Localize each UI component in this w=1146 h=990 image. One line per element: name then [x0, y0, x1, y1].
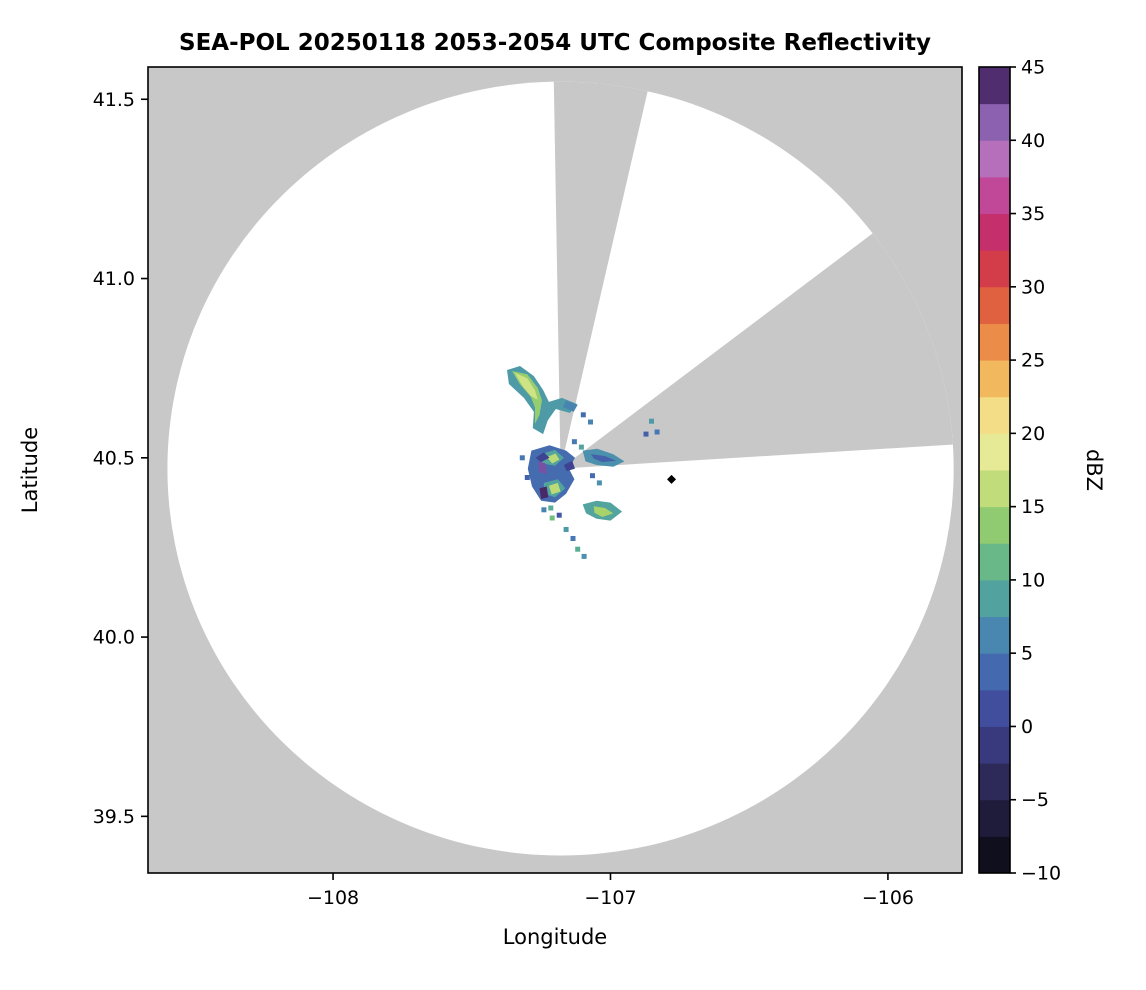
colorbar-tick-label: −5: [1021, 789, 1049, 811]
colorbar-segment: [979, 103, 1010, 141]
y-tick-label: 39.5: [93, 806, 135, 828]
echo-cell: [588, 419, 593, 425]
colorbar-segment: [979, 396, 1010, 434]
colorbar-segment: [979, 799, 1010, 837]
echo-cell: [654, 429, 660, 435]
colorbar-segment: [979, 469, 1010, 508]
colorbar-tick-label: −10: [1021, 863, 1061, 885]
x-tick-label: −106: [862, 887, 914, 909]
colorbar-tick-label: 0: [1021, 716, 1033, 738]
colorbar-tick-label: 5: [1021, 643, 1033, 665]
colorbar-segment: [979, 359, 1010, 398]
echo-cell: [556, 512, 562, 518]
colorbar-tick-label: 20: [1021, 423, 1045, 445]
echo-cell: [578, 444, 584, 450]
echo-cell: [596, 480, 602, 486]
echo-region: [546, 453, 560, 464]
x-tick-label: −107: [584, 887, 636, 909]
echo-cell: [643, 431, 649, 437]
y-tick-label: 41.0: [93, 268, 135, 290]
echo-region: [562, 400, 578, 412]
colorbar-segment: [979, 835, 1010, 874]
blocked-sector: [560, 107, 954, 469]
echo-region: [539, 486, 549, 499]
echo-cell: [563, 527, 569, 532]
echo-region: [593, 506, 614, 517]
blocked-sector: [550, 81, 696, 469]
colorbar-label: dBZ: [1082, 448, 1106, 492]
colorbar-segment: [979, 542, 1010, 581]
echo-cell: [541, 507, 547, 513]
echo-cell: [590, 473, 595, 479]
echo-region: [538, 461, 547, 474]
echo-cell: [649, 418, 654, 424]
colorbar-segment: [979, 652, 1010, 691]
colorbar-segment: [979, 286, 1010, 324]
colorbar-segment: [979, 762, 1010, 801]
colorbar-tick-label: 40: [1021, 130, 1045, 152]
echo-cell: [580, 412, 586, 418]
echo-cell: [548, 505, 554, 511]
colorbar-segment: [979, 66, 1010, 105]
colorbar-tick-label: 35: [1021, 203, 1045, 225]
x-tick-label: −108: [307, 887, 359, 909]
colorbar-segment: [979, 689, 1010, 727]
echo-cell: [524, 475, 530, 480]
colorbar-segment: [979, 506, 1010, 544]
colorbar-segment: [979, 176, 1010, 215]
echo-cell: [549, 515, 555, 521]
echo-cell: [519, 455, 525, 461]
colorbar-border: [978, 66, 1011, 874]
echo-region: [548, 482, 561, 495]
echo-layer: [507, 366, 660, 559]
colorbar-tick-label: 15: [1021, 496, 1045, 518]
y-tick-label: 40.0: [93, 627, 135, 649]
colorbar-segment: [979, 139, 1010, 178]
x-axis-label: Longitude: [502, 925, 608, 949]
echo-cell: [575, 546, 581, 552]
plot-area: [148, 67, 962, 873]
y-tick-label: 41.5: [93, 89, 135, 111]
colorbar-segment: [979, 249, 1010, 288]
plot-border: [147, 66, 963, 874]
colorbar-tick-label: 25: [1021, 350, 1045, 372]
site-marker: [667, 474, 677, 484]
colorbar-segment: [979, 616, 1010, 654]
colorbar-segment: [979, 432, 1010, 471]
echo-region: [563, 460, 575, 472]
colorbar-tick-label: 30: [1021, 276, 1045, 298]
echo-region: [514, 372, 538, 400]
colorbar-segment: [979, 322, 1010, 361]
echo-cell: [570, 536, 576, 541]
echo-region: [591, 454, 616, 463]
colorbar-segment: [979, 579, 1010, 618]
y-axis-label: Latitude: [18, 426, 42, 514]
colorbar-tick-label: 45: [1021, 57, 1045, 79]
echo-region: [535, 452, 550, 463]
blocked-sector-layer: [550, 81, 954, 469]
y-tick-label: 40.5: [93, 447, 135, 469]
colorbar-segment: [979, 213, 1010, 251]
chart-title: SEA-POL 20250118 2053-2054 UTC Composite…: [179, 30, 931, 56]
colorbar-segment: [979, 725, 1010, 764]
colorbar-tick-label: 10: [1021, 569, 1045, 591]
echo-cell: [581, 553, 587, 559]
echo-region: [512, 371, 542, 424]
echo-cell: [571, 439, 577, 445]
